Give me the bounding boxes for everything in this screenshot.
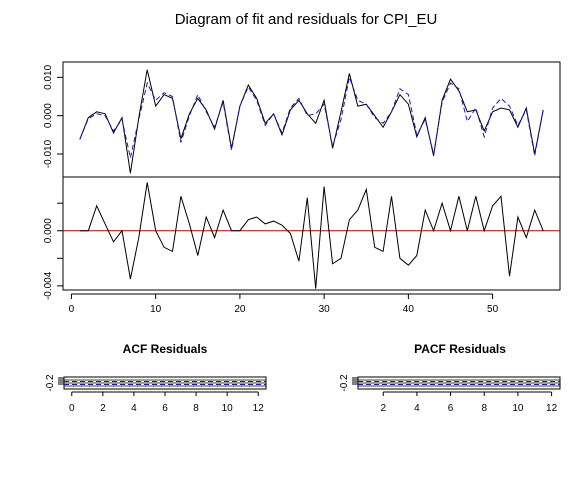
- x-tick-label: 10: [150, 304, 162, 315]
- acf-y-tick-label: -0.2: [45, 374, 56, 392]
- acf-panel-title: ACF Residuals: [123, 342, 208, 356]
- acf-x-tick-label: 0: [69, 403, 75, 414]
- pacf-x-tick-label: 12: [546, 403, 558, 414]
- x-tick-label: 40: [403, 304, 415, 315]
- chart-title: Diagram of fit and residuals for CPI_EU: [175, 11, 438, 28]
- x-tick-label: 20: [234, 304, 246, 315]
- acf-x-tick-label: 2: [100, 403, 106, 414]
- acf-x-tick-label: 4: [131, 403, 137, 414]
- acf-x-tick-label: 12: [253, 403, 265, 414]
- residuals-y-tick-label: -0.004: [43, 271, 54, 300]
- acf-x-tick-label: 8: [193, 403, 199, 414]
- fit-y-tick-label: 0.010: [43, 64, 54, 89]
- pacf-y-tick-label: -0.2: [339, 374, 350, 392]
- fit-y-tick-label: 0.000: [43, 103, 54, 128]
- fit-y-tick-label: -0.010: [43, 139, 54, 168]
- pacf-panel-title: PACF Residuals: [414, 342, 506, 356]
- x-tick-label: 50: [487, 304, 499, 315]
- x-tick-label: 30: [319, 304, 331, 315]
- pacf-x-tick-label: 4: [414, 403, 420, 414]
- x-tick-label: 0: [69, 304, 75, 315]
- pacf-x-tick-label: 6: [448, 403, 454, 414]
- acf-x-tick-label: 6: [162, 403, 168, 414]
- residuals-y-tick-label: 0.000: [43, 218, 54, 243]
- pacf-x-tick-label: 10: [512, 403, 524, 414]
- pacf-x-tick-label: 8: [481, 403, 487, 414]
- pacf-x-tick-label: 2: [380, 403, 386, 414]
- acf-x-tick-label: 10: [222, 403, 234, 414]
